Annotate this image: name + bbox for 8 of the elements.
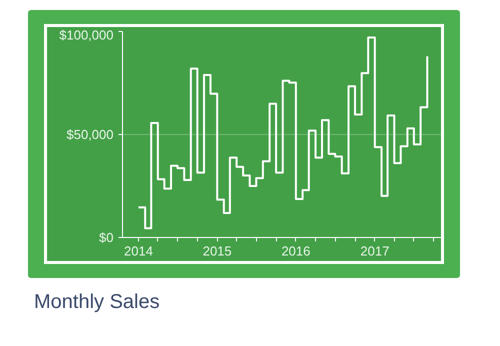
x-tick-label: 2015 (202, 244, 232, 258)
x-tick-label: 2014 (124, 244, 153, 258)
text: Monthly Sales (34, 290, 160, 315)
y-tick-label: $0 (99, 230, 114, 245)
x-tick-label: 2017 (360, 244, 390, 258)
y-tick-label: $100,000 (59, 28, 114, 42)
y-tick-label: $50,000 (66, 127, 114, 142)
x-tick-label: 2016 (281, 244, 310, 258)
